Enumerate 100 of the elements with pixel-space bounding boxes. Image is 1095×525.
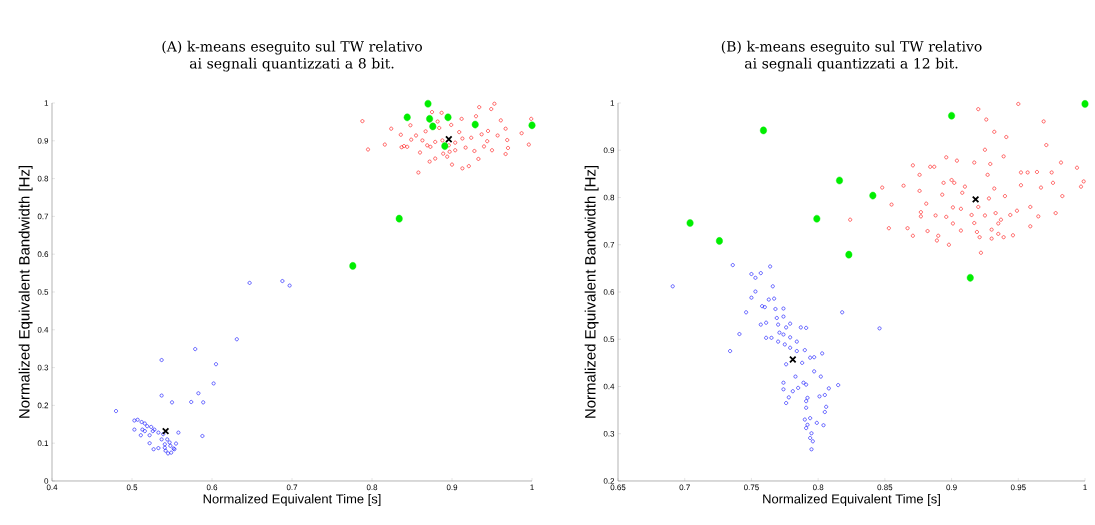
point <box>435 119 440 124</box>
point <box>444 113 452 122</box>
point <box>159 393 164 398</box>
point <box>382 142 387 147</box>
point <box>163 448 168 453</box>
point <box>149 425 154 429</box>
point <box>457 130 462 134</box>
chart-title: (B) k-means eseguito sul TW relativo ai segnali quantizzati a 12 bit. <box>721 40 982 72</box>
point <box>168 443 173 448</box>
point <box>463 145 468 150</box>
point <box>409 137 414 142</box>
point <box>156 430 161 435</box>
point <box>280 279 285 283</box>
point <box>408 123 413 128</box>
point <box>428 144 433 149</box>
point <box>449 123 454 127</box>
point <box>948 111 956 120</box>
point <box>529 116 534 121</box>
point <box>162 442 167 447</box>
point <box>424 99 432 108</box>
point <box>132 427 137 432</box>
point <box>170 400 174 405</box>
point <box>450 162 454 167</box>
point <box>715 237 723 245</box>
point <box>446 143 451 148</box>
point <box>489 107 494 111</box>
point <box>176 430 181 435</box>
point <box>165 437 170 442</box>
point <box>427 159 432 164</box>
x-axis-title: Normalized Equivalent Time [s] <box>763 493 940 507</box>
point <box>526 142 531 147</box>
point <box>145 424 150 429</box>
point <box>528 121 536 130</box>
point <box>686 219 694 227</box>
point <box>460 136 465 141</box>
point <box>193 347 198 351</box>
y-axis-title: Normalized Equivalent Bandwidth [Hz] <box>584 166 599 418</box>
point <box>485 139 490 144</box>
point <box>135 417 140 422</box>
point <box>479 132 484 137</box>
point <box>447 149 452 154</box>
point <box>142 421 147 426</box>
point <box>495 133 500 138</box>
point <box>471 120 479 129</box>
point <box>167 440 172 445</box>
point <box>460 166 465 171</box>
point <box>366 147 370 152</box>
point <box>403 113 411 122</box>
point <box>114 409 118 413</box>
point <box>139 420 144 424</box>
point <box>425 143 430 148</box>
point <box>492 101 497 106</box>
point <box>156 446 161 450</box>
point <box>402 144 406 148</box>
point <box>490 148 494 153</box>
point <box>414 133 418 138</box>
point <box>416 170 421 175</box>
point <box>469 135 474 140</box>
point <box>405 144 410 149</box>
point <box>869 191 877 200</box>
point <box>211 381 216 386</box>
point <box>437 126 442 130</box>
point <box>466 164 471 169</box>
point <box>287 283 292 288</box>
point <box>138 433 143 438</box>
point <box>162 445 167 450</box>
point <box>453 140 458 145</box>
point <box>399 145 404 150</box>
point <box>429 122 437 131</box>
point <box>147 433 152 438</box>
point <box>482 144 486 149</box>
point <box>166 451 170 456</box>
point <box>247 281 252 285</box>
point <box>159 358 164 362</box>
point <box>1081 100 1089 108</box>
point <box>159 437 164 442</box>
point <box>966 274 974 282</box>
point <box>760 126 767 135</box>
point <box>445 135 453 143</box>
point <box>389 126 394 131</box>
point <box>395 214 403 223</box>
chart-title: (A) k-means eseguito sul TW relativo ai segnali quantizzati a 8 bit. <box>162 40 422 72</box>
point <box>441 151 446 156</box>
y-axis-title: Normalized Equivalent Bandwidth [Hz] <box>18 166 33 418</box>
point <box>813 214 821 223</box>
point <box>505 138 510 142</box>
point <box>200 434 205 438</box>
point <box>426 115 434 123</box>
point <box>433 156 438 161</box>
point <box>441 142 449 150</box>
point <box>845 250 853 259</box>
point <box>477 105 482 110</box>
point <box>836 176 843 185</box>
point <box>971 195 980 204</box>
point <box>174 441 178 446</box>
point <box>420 138 425 143</box>
point <box>474 114 478 119</box>
point <box>423 129 428 134</box>
point <box>506 146 510 150</box>
point <box>398 132 403 137</box>
